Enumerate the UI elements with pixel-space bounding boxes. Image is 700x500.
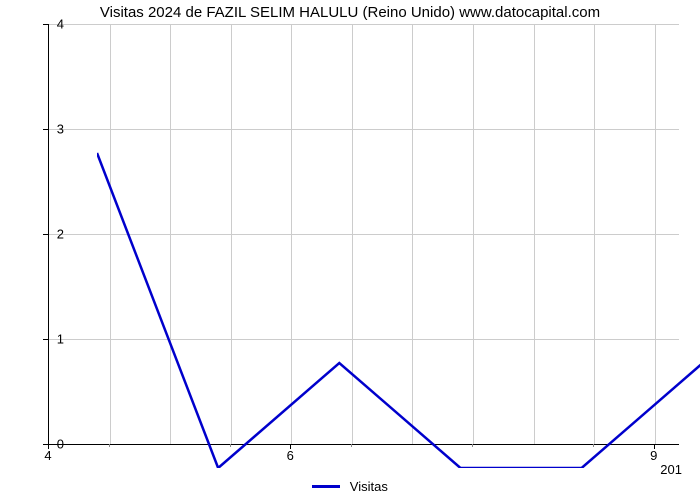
y-axis-tick [43,234,48,235]
x-axis-tick [654,444,655,449]
x-axis-label: 6 [287,448,294,463]
y-axis-label: 1 [34,332,64,347]
x-axis-minor-tick [230,444,231,447]
x-axis-footer: 201 [660,462,682,477]
y-axis-tick [43,24,48,25]
x-axis-minor-tick [472,444,473,447]
gridline-horizontal [49,24,679,25]
x-axis-minor-tick [109,444,110,447]
y-axis-tick [43,339,48,340]
legend-swatch [312,485,340,488]
x-axis-minor-tick [593,444,594,447]
x-axis-minor-tick [351,444,352,447]
x-axis-label: 4 [44,448,51,463]
y-axis-tick [43,129,48,130]
y-axis-label: 2 [34,227,64,242]
legend: Visitas [0,478,700,494]
legend-text: Visitas [350,479,388,494]
chart-title: Visitas 2024 de FAZIL SELIM HALULU (Rein… [0,4,700,21]
chart-container: Visitas 2024 de FAZIL SELIM HALULU (Rein… [0,0,700,500]
x-axis-tick [48,444,49,449]
series-line [97,48,700,468]
plot-area [48,24,679,445]
x-axis-label: 9 [650,448,657,463]
x-axis-tick [290,444,291,449]
y-axis-label: 3 [34,122,64,137]
y-axis-label: 4 [34,17,64,32]
